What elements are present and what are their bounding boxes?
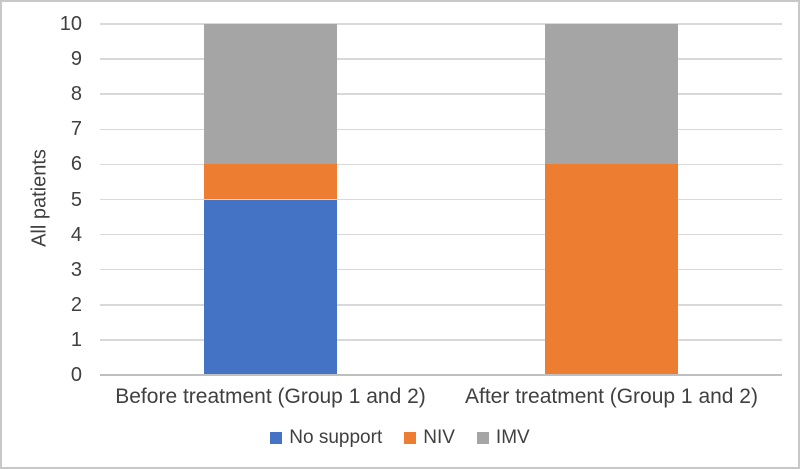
y-tick-label: 2	[70, 293, 82, 316]
y-tick-label: 9	[70, 48, 82, 71]
legend-swatch-no-support	[270, 431, 283, 444]
legend-item-imv: IMV	[476, 427, 530, 448]
gridline	[100, 268, 782, 271]
bar-segment-imv	[204, 24, 337, 165]
gridline	[100, 93, 782, 95]
gridline	[100, 339, 782, 341]
bar-segment-no-support	[204, 199, 337, 375]
legend: No support NIV IMV	[2, 428, 798, 447]
legend-swatch-imv	[476, 431, 489, 444]
bar-segment-niv	[545, 164, 678, 375]
gridline	[100, 198, 782, 201]
bar-segment-niv	[204, 164, 337, 200]
gridline	[100, 304, 782, 306]
y-tick-label: 6	[70, 153, 82, 176]
gridline	[100, 23, 782, 25]
legend-label: IMV	[495, 427, 530, 448]
y-tick-label: 3	[70, 258, 82, 281]
gridline	[100, 58, 782, 60]
y-tick-label: 5	[70, 188, 82, 211]
legend-label: NIV	[423, 427, 455, 448]
legend-swatch-niv	[404, 431, 417, 444]
y-tick-label: 4	[70, 223, 82, 246]
bar-segment-imv	[545, 24, 678, 165]
legend-item-niv: NIV	[404, 428, 455, 447]
y-tick-label: 0	[70, 364, 82, 386]
x-axis-label-before-treatment-group-1-and-2-: Before treatment (Group 1 and 2)	[115, 385, 426, 408]
legend-label: No support	[289, 427, 383, 448]
x-axis-label-after-treatment-group-1-and-2-: After treatment (Group 1 and 2)	[465, 385, 758, 408]
y-tick-label: 1	[70, 328, 82, 351]
gridline	[100, 163, 782, 166]
x-axis-line	[100, 374, 782, 376]
y-tick-label: 7	[70, 118, 82, 141]
y-tick-label: 8	[70, 83, 82, 106]
y-tick-label: 10	[59, 13, 82, 35]
y-axis-title: All patients	[28, 149, 51, 247]
gridline	[100, 233, 782, 236]
gridline	[100, 128, 782, 131]
legend-item-no-support: No support	[270, 428, 382, 447]
